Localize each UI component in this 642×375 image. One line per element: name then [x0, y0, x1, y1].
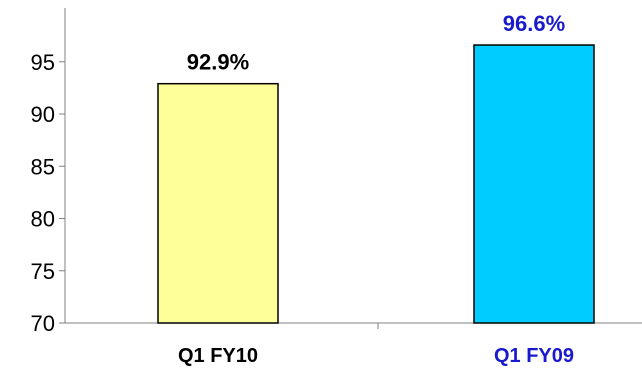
y-tick-label: 70 — [31, 311, 55, 336]
bar — [157, 82, 279, 324]
y-tick-label: 75 — [31, 259, 55, 284]
data-label: 96.6% — [503, 11, 565, 36]
y-axis: 70 75 80 85 90 95 — [31, 8, 66, 336]
x-category-label: Q1 FY09 — [494, 345, 574, 367]
y-tick-label: 80 — [31, 207, 55, 232]
y-tick-label: 95 — [31, 50, 55, 75]
y-tick-label: 90 — [31, 102, 55, 127]
data-labels: 92.9% 96.6% — [187, 11, 565, 75]
y-tick-label: 85 — [31, 154, 55, 179]
data-label: 92.9% — [187, 50, 249, 75]
x-axis: Q1 FY10 Q1 FY09 — [65, 322, 642, 367]
x-category-label: Q1 FY10 — [178, 345, 258, 367]
bars — [157, 44, 595, 324]
bar — [473, 44, 595, 324]
